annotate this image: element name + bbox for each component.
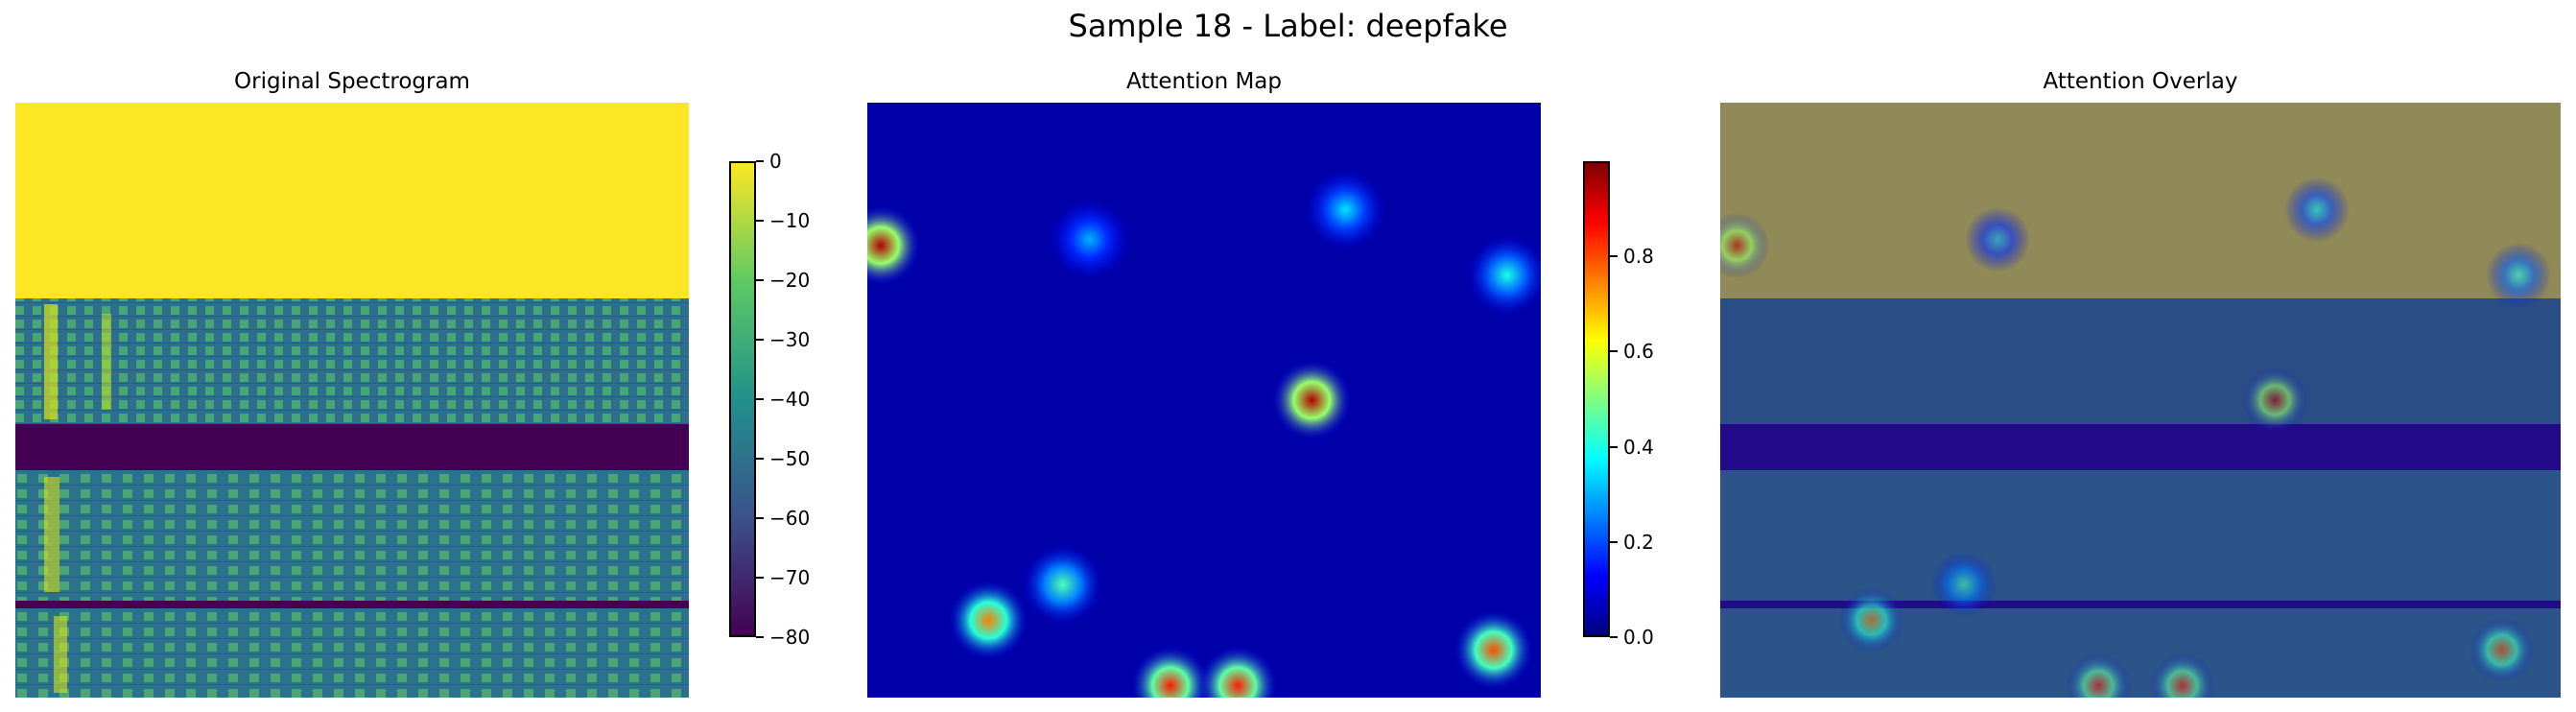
colorbar-attention	[1583, 161, 1610, 637]
spectrogram-band-1	[15, 298, 689, 424]
attention-hotspot	[1129, 645, 1211, 698]
colorbar-attention-tick-label: 0.0	[1623, 626, 1654, 649]
attention-hotspot	[1022, 544, 1103, 626]
colorbar-spectrogram-tick-mark	[756, 517, 764, 519]
overlay-hotspot	[2242, 368, 2308, 433]
colorbar-attention-tick-label: 0.2	[1623, 530, 1654, 554]
spectrogram-band-2	[15, 470, 689, 601]
overlay-hotspot	[2283, 177, 2350, 243]
overlay-hotspot	[2149, 653, 2215, 698]
attention-overlay-image	[1720, 103, 2561, 698]
spectrogram-band-gap	[15, 601, 689, 608]
colorbar-spectrogram-tick-label: −40	[769, 388, 811, 411]
overlay-hotspot	[1720, 212, 1770, 278]
colorbar-spectrogram-tick-label: 0	[769, 150, 782, 173]
colorbar-attention-tick-mark	[1610, 540, 1618, 543]
attention-hotspot	[1271, 360, 1353, 440]
overlay-hotspot	[1965, 206, 2031, 273]
attention-hotspot	[867, 204, 922, 286]
colorbar-attention-tick-mark	[1610, 255, 1618, 258]
spectrogram-image	[15, 103, 689, 698]
colorbar-spectrogram-tick-label: −60	[769, 507, 811, 530]
attention-hotspot	[1305, 169, 1386, 250]
attention-map-image	[867, 103, 1541, 698]
colorbar-attention-tick-label: 0.4	[1623, 435, 1654, 459]
colorbar-spectrogram-tick-mark	[756, 577, 764, 579]
figure-title: Sample 18 - Label: deepfake	[1068, 8, 1508, 44]
colorbar-attention-tick-label: 0.6	[1623, 340, 1654, 364]
colorbar-spectrogram-tick-mark	[756, 458, 764, 460]
colorbar-spectrogram-tick-label: −30	[769, 328, 811, 351]
attention-hotspot	[948, 580, 1029, 661]
colorbar-spectrogram-tick-mark	[756, 636, 764, 638]
colorbar-spectrogram-tick-label: −10	[769, 209, 811, 232]
spectrogram-band-3	[15, 608, 689, 698]
colorbar-spectrogram-tick-mark	[756, 339, 764, 341]
attention-hotspot	[1197, 645, 1279, 698]
panel-title-attention-overlay: Attention Overlay	[2043, 69, 2238, 94]
colorbar-spectrogram-tick-mark	[756, 220, 764, 222]
colorbar-spectrogram-tick-mark	[756, 279, 764, 281]
colorbar-spectrogram-tick-label: −70	[769, 566, 811, 589]
colorbar-attention-tick-mark	[1610, 636, 1618, 638]
attention-hotspot	[1466, 234, 1541, 316]
colorbar-spectrogram-tick-label: −20	[769, 269, 811, 292]
panel-title-attention-map: Attention Map	[1126, 69, 1282, 94]
overlay-hotspot	[2486, 242, 2552, 308]
spectrogram-band-silence	[15, 424, 689, 470]
overlay-hotspot	[2469, 617, 2535, 683]
colorbar-spectrogram-tick-label: −80	[769, 626, 811, 649]
overlay-hotspot	[1931, 552, 1997, 618]
overlay-hotspot	[1838, 587, 1904, 653]
colorbar-attention-tick-mark	[1610, 350, 1618, 353]
attention-hotspot	[1049, 199, 1130, 280]
panel-title-spectrogram: Original Spectrogram	[234, 69, 470, 94]
colorbar-spectrogram	[729, 161, 756, 637]
overlay-hotspot	[2066, 653, 2132, 698]
spectrogram-band-top	[15, 103, 689, 298]
colorbar-spectrogram-tick-label: −50	[769, 447, 811, 470]
attention-hotspot	[1453, 609, 1534, 691]
colorbar-attention-tick-label: 0.8	[1623, 245, 1654, 269]
colorbar-spectrogram-tick-mark	[756, 160, 764, 162]
colorbar-spectrogram-tick-mark	[756, 398, 764, 400]
colorbar-attention-tick-mark	[1610, 445, 1618, 448]
